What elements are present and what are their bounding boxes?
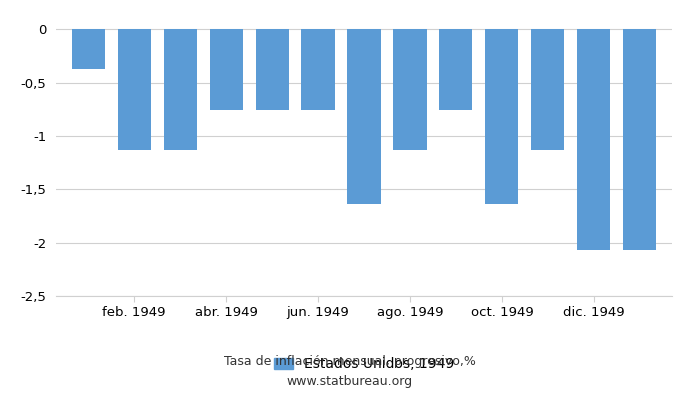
Text: Tasa de inflación mensual, progresivo,%: Tasa de inflación mensual, progresivo,%: [224, 356, 476, 368]
Bar: [209, 29, 243, 110]
Bar: [302, 29, 335, 110]
Bar: [164, 29, 197, 150]
Bar: [71, 29, 105, 69]
Bar: [578, 29, 610, 250]
Bar: [623, 29, 657, 250]
Bar: [485, 29, 519, 204]
Bar: [347, 29, 381, 204]
Legend: Estados Unidos, 1949: Estados Unidos, 1949: [268, 352, 460, 377]
Bar: [393, 29, 426, 150]
Bar: [531, 29, 564, 150]
Text: www.statbureau.org: www.statbureau.org: [287, 376, 413, 388]
Bar: [118, 29, 150, 150]
Bar: [440, 29, 473, 110]
Bar: [256, 29, 288, 110]
